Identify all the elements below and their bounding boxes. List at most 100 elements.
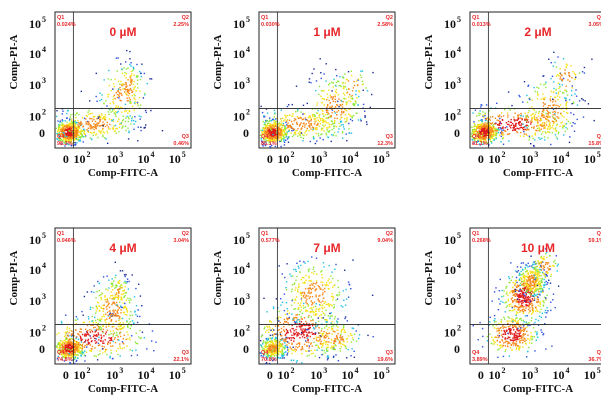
event-point: [301, 276, 304, 279]
event-point: [565, 123, 568, 125]
concentration-label: 0 µM: [110, 25, 137, 39]
event-point: [94, 334, 97, 337]
event-point: [332, 86, 334, 88]
event-point: [67, 139, 69, 141]
event-point: [73, 349, 75, 352]
event-point: [155, 341, 157, 343]
event-point: [275, 123, 277, 125]
event-point: [308, 347, 310, 349]
event-point: [543, 114, 545, 117]
event-point: [322, 353, 324, 355]
y-tick-exponent: 4: [42, 261, 46, 270]
event-point: [70, 114, 72, 116]
event-point: [100, 334, 102, 336]
event-point: [329, 126, 331, 128]
event-point: [57, 347, 59, 349]
event-point: [531, 126, 533, 129]
event-point: [483, 123, 485, 125]
event-point: [278, 126, 280, 128]
event-point: [285, 133, 287, 136]
event-point: [482, 115, 484, 117]
event-point: [77, 130, 79, 132]
event-point: [516, 119, 519, 121]
event-point: [274, 122, 276, 124]
event-point: [61, 346, 64, 348]
event-point: [269, 123, 271, 125]
event-point: [516, 131, 519, 134]
event-point: [124, 71, 126, 74]
event-point: [99, 353, 101, 355]
y-tick-base: 10: [29, 109, 41, 123]
event-point: [478, 129, 480, 132]
event-point: [125, 117, 127, 119]
event-point: [133, 128, 135, 130]
event-point: [504, 127, 506, 129]
event-point: [501, 112, 503, 114]
event-point: [541, 124, 543, 126]
event-point: [286, 114, 289, 117]
event-point: [82, 136, 85, 138]
event-point: [95, 72, 97, 75]
event-point: [482, 130, 484, 132]
event-point: [95, 321, 97, 324]
x-tick-exponent: 5: [182, 366, 186, 375]
event-point: [85, 114, 88, 117]
event-point: [316, 128, 318, 131]
event-point: [343, 111, 345, 113]
event-point: [318, 125, 321, 127]
event-point: [539, 124, 541, 126]
event-point: [68, 129, 71, 131]
event-point: [106, 124, 108, 126]
event-point: [285, 336, 287, 339]
event-point: [90, 291, 93, 293]
event-point: [78, 140, 80, 142]
event-point: [294, 298, 297, 300]
y-tick-exponent: 5: [457, 15, 461, 24]
event-point: [485, 128, 487, 131]
event-point: [307, 269, 310, 271]
event-point: [519, 96, 521, 98]
event-point: [78, 344, 80, 346]
event-point: [567, 79, 569, 81]
event-point: [71, 344, 73, 346]
event-point: [291, 313, 293, 315]
event-point: [265, 361, 268, 364]
event-point: [118, 317, 120, 319]
event-point: [294, 308, 297, 310]
event-point: [544, 96, 546, 99]
event-point: [360, 70, 362, 72]
event-point: [315, 303, 317, 305]
event-point: [354, 103, 356, 106]
event-point: [85, 339, 87, 341]
event-point: [113, 109, 115, 111]
event-point: [64, 334, 67, 336]
event-point: [272, 132, 275, 135]
event-point: [364, 116, 366, 118]
event-point: [523, 133, 525, 135]
event-point: [130, 75, 133, 77]
event-point: [497, 131, 500, 134]
event-point: [262, 341, 264, 344]
event-point: [76, 359, 78, 362]
event-point: [267, 130, 270, 132]
event-point: [297, 117, 299, 119]
event-point: [500, 131, 503, 133]
event-point: [523, 135, 525, 137]
event-point: [312, 128, 314, 130]
event-point: [302, 123, 304, 125]
event-point: [275, 351, 278, 354]
y-tick-base: 10: [29, 17, 41, 31]
event-point: [59, 137, 62, 140]
event-point: [271, 338, 273, 340]
event-point: [512, 122, 514, 125]
event-point: [289, 346, 291, 348]
event-point: [355, 112, 357, 114]
event-point: [268, 132, 270, 135]
event-point: [66, 348, 68, 350]
event-point: [265, 343, 268, 345]
event-point: [132, 68, 135, 71]
event-point: [76, 347, 78, 349]
event-point: [479, 139, 481, 142]
event-point: [548, 131, 550, 133]
event-point: [283, 340, 285, 342]
